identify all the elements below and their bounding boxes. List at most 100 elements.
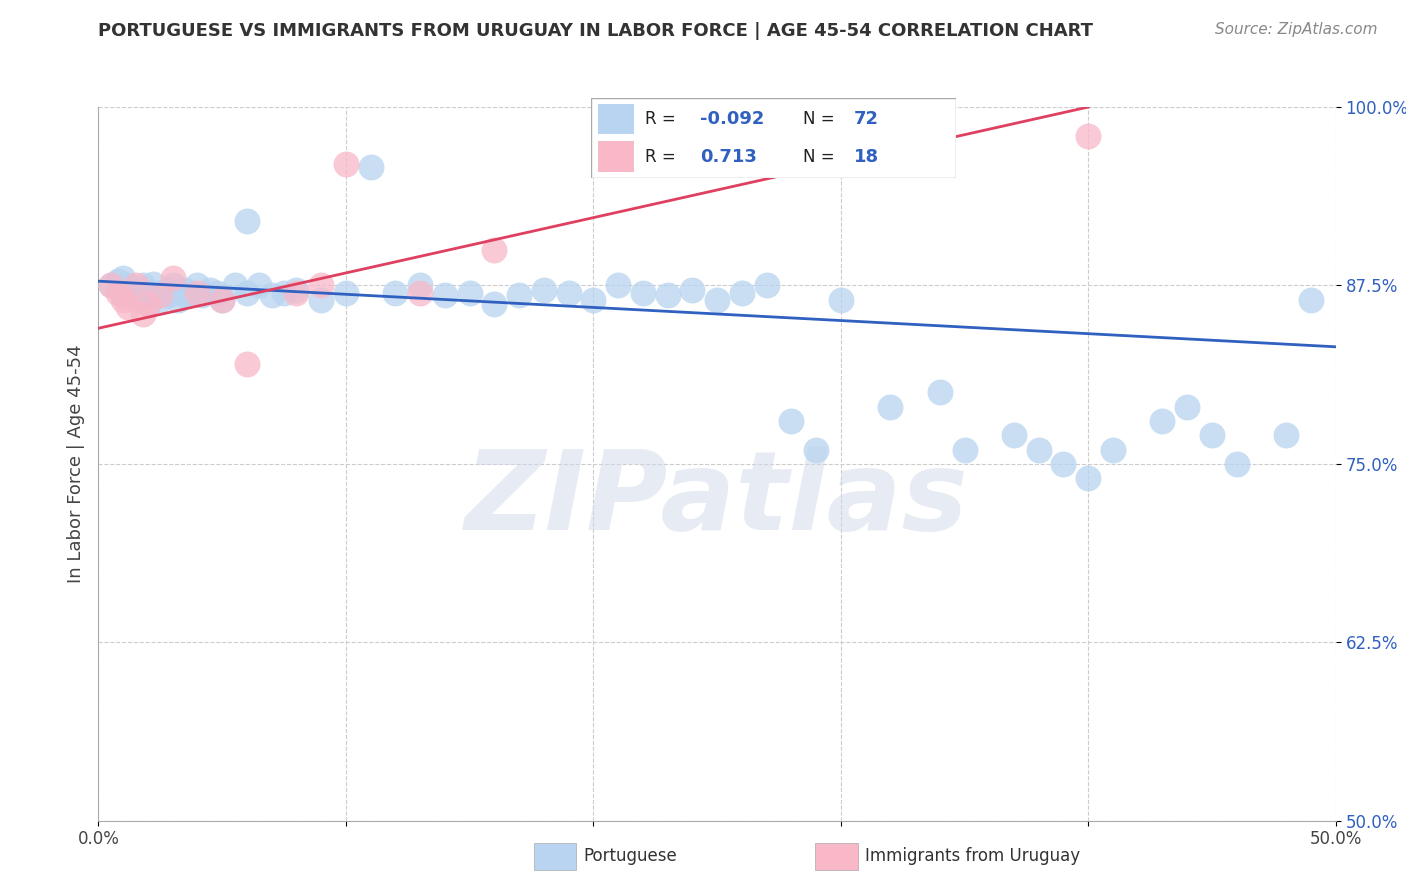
Point: [1077, 471, 1099, 485]
Point: [631, 285, 654, 300]
Point: [309, 293, 332, 307]
Point: [107, 285, 129, 300]
Point: [112, 271, 135, 285]
Point: [181, 285, 204, 300]
Point: [124, 285, 146, 300]
Point: [205, 285, 228, 300]
Point: [186, 285, 208, 300]
Point: [360, 160, 382, 174]
Point: [117, 300, 139, 314]
Point: [582, 293, 605, 307]
Point: [273, 285, 295, 300]
Point: [1275, 428, 1298, 442]
Text: 72: 72: [853, 110, 879, 128]
Text: PORTUGUESE VS IMMIGRANTS FROM URUGUAY IN LABOR FORCE | AGE 45-54 CORRELATION CHA: PORTUGUESE VS IMMIGRANTS FROM URUGUAY IN…: [98, 22, 1094, 40]
Point: [1002, 428, 1025, 442]
Point: [1299, 293, 1322, 307]
Point: [928, 385, 950, 400]
Point: [755, 278, 778, 293]
Y-axis label: In Labor Force | Age 45-54: In Labor Force | Age 45-54: [66, 344, 84, 583]
Point: [285, 283, 308, 297]
Point: [508, 288, 530, 302]
Point: [124, 283, 146, 297]
Text: -0.092: -0.092: [700, 110, 765, 128]
Point: [162, 278, 184, 293]
Point: [260, 288, 283, 302]
Point: [484, 243, 506, 257]
Point: [107, 274, 129, 288]
Point: [112, 283, 135, 297]
Point: [112, 293, 135, 307]
Point: [142, 277, 165, 291]
Point: [484, 297, 506, 311]
Point: [1175, 400, 1198, 414]
Point: [1226, 457, 1249, 471]
Text: ZIPatlas: ZIPatlas: [465, 446, 969, 553]
FancyBboxPatch shape: [598, 103, 634, 134]
Point: [1201, 428, 1223, 442]
Point: [1077, 128, 1099, 143]
Point: [285, 285, 308, 300]
Text: N =: N =: [803, 148, 834, 166]
Point: [117, 278, 139, 293]
Point: [162, 271, 184, 285]
Point: [433, 288, 456, 302]
Text: 0.713: 0.713: [700, 148, 756, 166]
Point: [247, 278, 270, 293]
Point: [149, 293, 172, 307]
Point: [236, 285, 259, 300]
Point: [309, 278, 332, 293]
Point: [657, 288, 679, 302]
Point: [1102, 442, 1125, 457]
Point: [100, 278, 122, 293]
Point: [1028, 442, 1050, 457]
Point: [132, 307, 155, 321]
Point: [384, 285, 406, 300]
Point: [124, 278, 146, 293]
Point: [335, 157, 357, 171]
Point: [186, 278, 208, 293]
Point: [166, 293, 188, 307]
Point: [211, 293, 233, 307]
Point: [174, 288, 197, 302]
Text: N =: N =: [803, 110, 834, 128]
Point: [780, 414, 803, 428]
Text: R =: R =: [645, 148, 676, 166]
Point: [1152, 414, 1174, 428]
Point: [136, 297, 159, 311]
Point: [211, 293, 233, 307]
Point: [409, 285, 432, 300]
Point: [458, 285, 481, 300]
Point: [156, 283, 179, 297]
Point: [335, 285, 357, 300]
Point: [191, 288, 214, 302]
Point: [136, 285, 159, 300]
Point: [607, 278, 630, 293]
Point: [112, 288, 135, 302]
Point: [830, 293, 852, 307]
Text: R =: R =: [645, 110, 676, 128]
Point: [953, 442, 976, 457]
Point: [124, 293, 146, 307]
Point: [731, 285, 754, 300]
Text: Source: ZipAtlas.com: Source: ZipAtlas.com: [1215, 22, 1378, 37]
Point: [198, 283, 221, 297]
Text: Immigrants from Uruguay: Immigrants from Uruguay: [865, 847, 1080, 865]
Point: [224, 278, 246, 293]
Point: [706, 293, 728, 307]
Point: [149, 288, 172, 302]
Point: [804, 442, 827, 457]
Point: [557, 285, 579, 300]
Point: [236, 214, 259, 228]
Point: [132, 278, 155, 293]
Point: [100, 278, 122, 293]
Point: [236, 357, 259, 371]
Point: [142, 288, 165, 302]
FancyBboxPatch shape: [598, 142, 634, 172]
Point: [533, 283, 555, 297]
Point: [1052, 457, 1074, 471]
Point: [136, 297, 159, 311]
Point: [156, 288, 179, 302]
Point: [681, 283, 703, 297]
Point: [149, 285, 172, 300]
